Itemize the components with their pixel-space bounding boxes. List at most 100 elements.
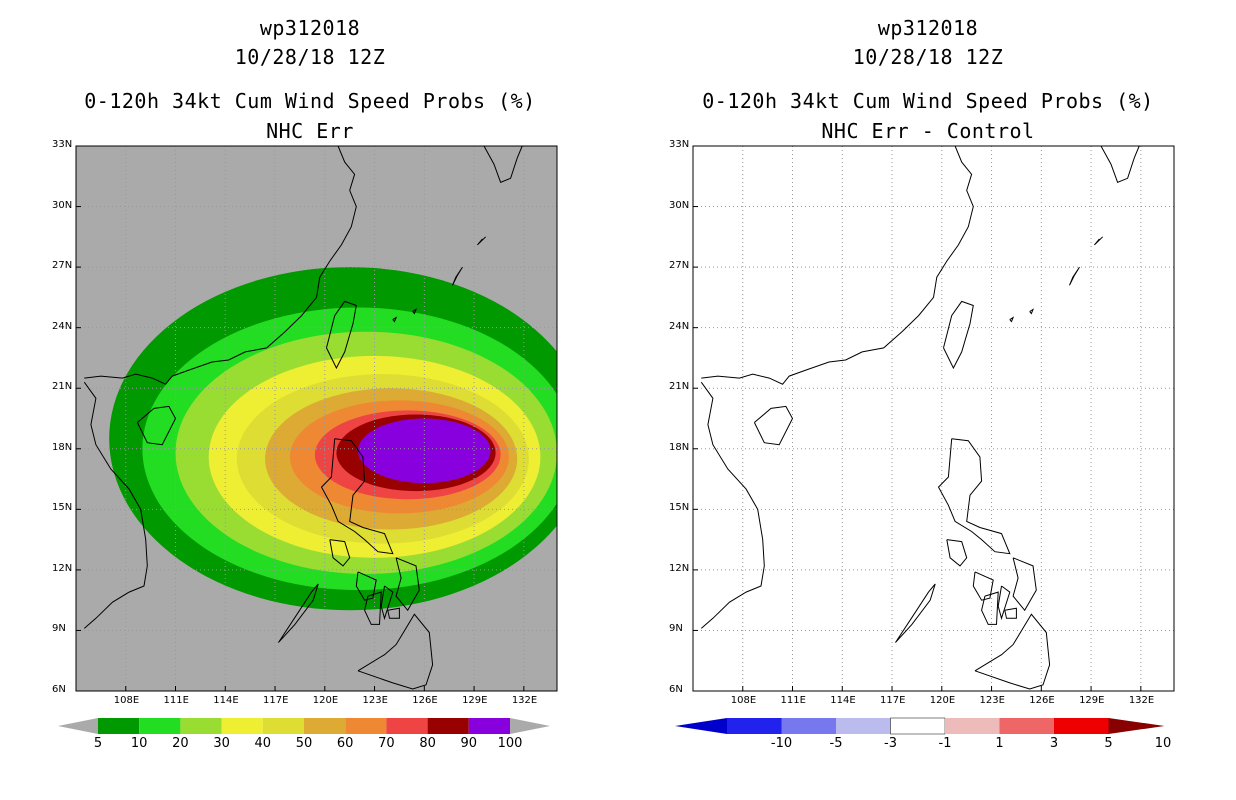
left-title-line2: 10/28/18 12Z	[234, 45, 386, 69]
left-coastline	[412, 308, 418, 315]
left-colorbar-over-arrow	[510, 718, 550, 734]
left-colorbar-under-arrow	[58, 718, 98, 734]
right-map-panel	[692, 145, 1175, 692]
right-ytick-label: 21N	[669, 381, 690, 393]
left-ytick-label: 21N	[52, 381, 73, 393]
right-ytick-label: 30N	[669, 199, 690, 211]
left-ytick-label: 6N	[52, 684, 66, 695]
right-colorbar-label: -1	[938, 736, 952, 751]
left-coastline	[483, 146, 523, 183]
right-coastline	[1029, 308, 1035, 315]
left-colorbar-swatch	[345, 718, 387, 734]
right-xtick-label: 114E	[830, 695, 856, 706]
right-colorbar-label: 1	[995, 736, 1004, 751]
left-coastline	[277, 583, 319, 643]
right-map-frame	[692, 145, 1175, 692]
left-colorbar-label: 60	[336, 736, 354, 751]
left-colorbar-swatch	[262, 718, 304, 734]
right-coastline	[997, 585, 1011, 621]
right-ytick-label: 27N	[669, 260, 690, 272]
left-colorbar	[58, 718, 550, 734]
left-colorbar-label: 90	[460, 736, 478, 751]
left-ytick-label: 33N	[52, 139, 73, 150]
right-colorbar-label: 3	[1049, 736, 1059, 751]
right-colorbar-swatch	[945, 718, 1000, 734]
left-colorbar-label: 20	[172, 736, 189, 751]
right-colorbar-swatch	[999, 718, 1054, 734]
left-colorbar-label: 40	[254, 736, 272, 751]
left-colorbar-label: 100	[497, 736, 523, 751]
right-coastline	[1094, 236, 1104, 246]
left-coastline	[326, 300, 357, 370]
right-coastline	[937, 438, 1011, 555]
left-coastline	[83, 381, 148, 629]
left-colorbar-label: 30	[213, 736, 230, 751]
right-ytick-label: 18N	[669, 441, 690, 453]
left-colorbar-swatch	[180, 718, 222, 734]
right-colorbar	[675, 717, 1165, 735]
right-ytick-label: 6N	[669, 684, 683, 695]
right-colorbar-label: -10	[770, 736, 793, 751]
left-title-line4: NHC Err	[266, 119, 354, 143]
right-coastline	[1012, 557, 1037, 612]
left-colorbar-swatch	[386, 718, 428, 734]
right-ytick-label: 12N	[669, 562, 690, 574]
right-xtick-label: 123E	[979, 695, 1005, 706]
left-xtick-label: 120E	[312, 695, 339, 706]
left-xtick-label: 111E	[163, 695, 189, 706]
right-colorbar-swatch	[727, 718, 782, 734]
right-title-line2: 10/28/18 12Z	[852, 45, 1004, 69]
right-ytick-label: 33N	[669, 139, 690, 150]
right-title-line1: wp312018	[877, 16, 979, 40]
left-colorbar-swatch	[139, 718, 181, 734]
left-ytick-label: 15N	[52, 502, 73, 514]
right-title-line3: 0-120h 34kt Cum Wind Speed Probs (%)	[702, 89, 1154, 113]
left-coastline	[387, 607, 400, 619]
right-coastline	[1004, 607, 1017, 619]
right-colorbar-swatch	[781, 718, 836, 734]
left-coastline	[364, 591, 382, 625]
left-colorbar-label: 10	[130, 736, 148, 751]
left-colorbar-label: 5	[93, 736, 103, 751]
left-xtick-label: 126E	[412, 695, 438, 706]
right-coastline	[1069, 266, 1080, 286]
right-colorbar-under-arrow	[675, 718, 727, 734]
left-xtick-label: 114E	[213, 695, 239, 706]
right-xtick-label: 132E	[1128, 695, 1155, 706]
left-coastline	[329, 539, 351, 567]
right-colorbar-label: -5	[829, 736, 843, 751]
left-title-line3: 0-120h 34kt Cum Wind Speed Probs (%)	[84, 89, 536, 113]
right-coastline	[894, 583, 936, 643]
left-xtick-label: 108E	[113, 695, 140, 706]
left-coastline	[452, 266, 463, 286]
left-xtick-label: 123E	[362, 695, 388, 706]
right-map-background	[693, 146, 1174, 691]
left-colorbar-label: 50	[295, 736, 313, 751]
right-ytick-label: 9N	[669, 623, 683, 635]
left-colorbar-label: 70	[378, 736, 395, 751]
right-xtick-label: 126E	[1029, 695, 1055, 706]
right-coastline	[753, 405, 794, 446]
left-ytick-label: 30N	[52, 199, 73, 211]
left-map-panel	[75, 145, 558, 692]
left-coastline	[84, 146, 357, 385]
right-xtick-label: 111E	[780, 695, 806, 706]
right-colorbar-label: 10	[1154, 736, 1172, 751]
left-coastline	[392, 316, 398, 323]
left-colorbar-swatch	[427, 718, 469, 734]
left-colorbar-label: 80	[419, 736, 436, 751]
right-xtick-label: 117E	[880, 695, 906, 706]
right-xtick-label: 120E	[929, 695, 956, 706]
right-colorbar-swatch	[836, 718, 891, 734]
right-coastline	[946, 539, 968, 567]
right-coastline	[981, 591, 999, 625]
left-ytick-label: 24N	[52, 320, 73, 332]
left-ytick-label: 12N	[52, 562, 73, 574]
left-colorbar-swatch	[98, 718, 140, 734]
right-colorbar-label: -3	[884, 736, 897, 751]
right-coastline	[700, 381, 765, 629]
left-ytick-label: 18N	[52, 441, 73, 453]
left-title-line1: wp312018	[259, 16, 361, 40]
left-coastline	[355, 571, 377, 601]
right-coastline	[972, 571, 994, 601]
